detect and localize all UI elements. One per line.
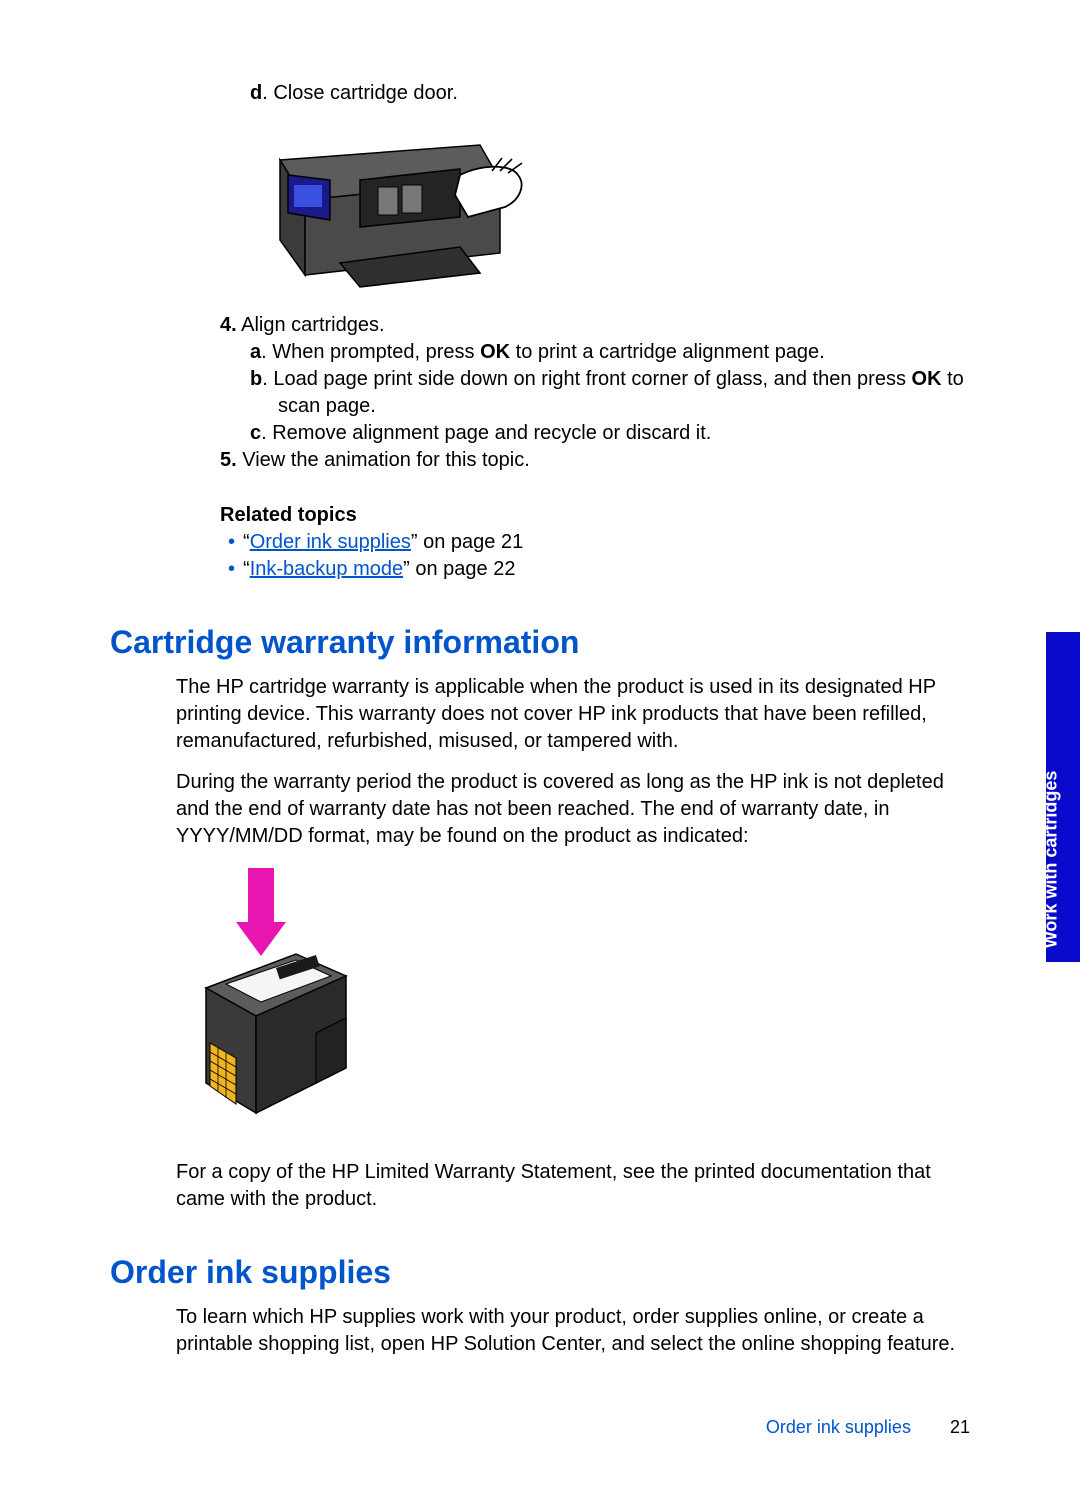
step-4c-text: . Remove alignment page and recycle or d… xyxy=(261,422,711,444)
step-4a-before: . When prompted, press xyxy=(261,341,480,363)
side-tab-work-with-cartridges: Work with cartridges xyxy=(1046,632,1080,962)
bullet-icon: • xyxy=(228,531,235,553)
quote-open-2: “ xyxy=(243,558,250,580)
step-4-text: Align cartridges. xyxy=(237,314,385,336)
warranty-p3: For a copy of the HP Limited Warranty St… xyxy=(176,1159,970,1213)
page-footer: Order ink supplies 21 xyxy=(766,1415,970,1439)
step-4c-label: c xyxy=(250,422,261,444)
step-5: 5. View the animation for this topic. xyxy=(220,447,970,474)
quote-close-1: ” xyxy=(411,531,418,553)
step-4-number: 4. xyxy=(220,314,237,336)
step-d: d. Close cartridge door. xyxy=(250,80,970,107)
printer-illustration xyxy=(250,125,970,298)
step-4a-label: a xyxy=(250,341,261,363)
related-topics-heading: Related topics xyxy=(220,502,970,529)
warranty-p2: During the warranty period the product i… xyxy=(176,769,970,850)
bullet-icon: • xyxy=(228,558,235,580)
quote-close-2: ” xyxy=(403,558,410,580)
step-4b-label: b xyxy=(250,368,262,390)
tail-2: on page 22 xyxy=(410,558,516,580)
heading-order-ink-supplies: Order ink supplies xyxy=(110,1251,970,1294)
warranty-p1: The HP cartridge warranty is applicable … xyxy=(176,674,970,755)
cartridge-illustration xyxy=(176,868,970,1141)
order-p1: To learn which HP supplies work with you… xyxy=(176,1304,970,1358)
related-item-2: • “Ink-backup mode” on page 22 xyxy=(220,556,970,583)
footer-section: Order ink supplies xyxy=(766,1417,911,1437)
step-5-number: 5. xyxy=(220,449,237,471)
step-4b: b. Load page print side down on right fr… xyxy=(250,366,970,420)
tail-1: on page 21 xyxy=(418,531,524,553)
step-d-text: . Close cartridge door. xyxy=(262,82,458,104)
side-tab-label: Work with cartridges xyxy=(1039,770,1063,948)
link-ink-backup-mode[interactable]: Ink-backup mode xyxy=(250,558,403,580)
step-4b-bold: OK xyxy=(912,368,942,390)
quote-open-1: “ xyxy=(243,531,250,553)
heading-cartridge-warranty: Cartridge warranty information xyxy=(110,621,970,664)
step-5-text: View the animation for this topic. xyxy=(237,449,530,471)
step-4a: a. When prompted, press OK to print a ca… xyxy=(250,339,970,366)
step-4b-before: . Load page print side down on right fro… xyxy=(262,368,911,390)
step-4c: c. Remove alignment page and recycle or … xyxy=(250,420,970,447)
footer-page-number: 21 xyxy=(950,1415,970,1439)
step-d-label: d xyxy=(250,82,262,104)
step-4: 4. Align cartridges. xyxy=(220,312,970,339)
step-4a-bold: OK xyxy=(480,341,510,363)
link-order-ink-supplies[interactable]: Order ink supplies xyxy=(250,531,411,553)
step-4a-after: to print a cartridge alignment page. xyxy=(510,341,825,363)
related-item-1: • “Order ink supplies” on page 21 xyxy=(220,529,970,556)
